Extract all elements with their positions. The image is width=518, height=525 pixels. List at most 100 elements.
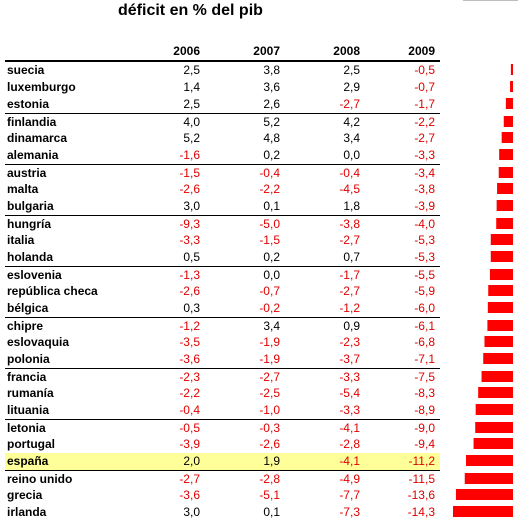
value-cell-2008: 0,0: [343, 148, 360, 162]
value-cell-2009: -2,2: [414, 115, 435, 129]
value-cell-2009: -11,2: [408, 454, 435, 468]
value-cell-2008: -2,7: [339, 233, 360, 247]
bar-españa: [466, 455, 513, 466]
table-row: república checa -2,6 -0,7 -2,7 -5,9: [5, 283, 440, 300]
value-cell-2007: 3,6: [263, 80, 280, 94]
value-cell-2009: -3,4: [414, 166, 435, 180]
country-label: alemania: [7, 148, 59, 162]
table-row: irlanda 3,0 0,1 -7,3 -14,3: [5, 504, 440, 521]
table-row: finlandia 4,0 5,2 4,2 -2,2: [5, 113, 440, 130]
value-cell-2007: -2,5: [259, 386, 280, 400]
value-cell-2007: 2,6: [263, 97, 280, 111]
value-cell-2008: 0,9: [343, 319, 360, 333]
country-label: bélgica: [7, 301, 49, 315]
table-row: portugal -3,9 -2,6 -2,8 -9,4: [5, 436, 440, 453]
country-label: reino unido: [7, 472, 73, 486]
value-cell-2006: -3,3: [179, 233, 200, 247]
bar-holanda: [490, 251, 513, 262]
country-label: estonia: [7, 97, 50, 111]
bar-bulgaria: [496, 200, 513, 211]
value-cell-2008: -5,4: [339, 386, 360, 400]
value-cell-2008: -3,7: [339, 352, 360, 366]
bar-suecia: [510, 64, 513, 75]
country-label: malta: [7, 182, 39, 196]
value-cell-2007: 0,1: [263, 199, 280, 213]
bar-reino unido: [464, 473, 513, 484]
value-cell-2009: -1,7: [414, 97, 435, 111]
column-header-2009: 2009: [408, 44, 435, 58]
value-cell-2009: -14,3: [407, 505, 435, 519]
value-cell-2006: 0,5: [183, 250, 200, 264]
value-cell-2007: -1,0: [259, 403, 280, 417]
header-divider: [5, 60, 440, 62]
country-label: austria: [7, 166, 47, 180]
value-cell-2009: -0,5: [414, 63, 435, 77]
value-cell-2007: -0,2: [259, 301, 280, 315]
country-label: chipre: [7, 319, 44, 333]
country-label: bulgaria: [7, 199, 54, 213]
value-cell-2006: -3,5: [179, 335, 200, 349]
value-cell-2007: -5,0: [259, 217, 280, 231]
value-cell-2006: -2,6: [179, 182, 200, 196]
value-cell-2008: -4,1: [339, 421, 360, 435]
country-label: letonia: [7, 421, 46, 435]
table-row: españa 2,0 1,9 -4,1 -11,2: [5, 453, 440, 470]
table-row: eslovaquia -3,5 -1,9 -2,3 -6,8: [5, 334, 440, 351]
country-label: lituania: [7, 403, 50, 417]
country-label: rumanía: [7, 386, 54, 400]
country-label: irlanda: [7, 505, 47, 519]
value-cell-2006: -1,3: [179, 268, 200, 282]
table-row: luxemburgo 1,4 3,6 2,9 -0,7: [5, 79, 440, 96]
value-cell-2009: -5,3: [414, 233, 435, 247]
table-row: italia -3,3 -1,5 -2,7 -5,3: [5, 232, 440, 249]
bar-grecia: [455, 489, 513, 500]
bar-dinamarca: [501, 132, 513, 143]
value-cell-2009: -6,1: [414, 319, 435, 333]
value-cell-2006: -3,9: [179, 437, 200, 451]
value-cell-2007: 0,0: [263, 268, 280, 282]
table-row: reino unido -2,7 -2,8 -4,9 -11,5: [5, 470, 440, 487]
value-cell-2007: -0,3: [259, 421, 280, 435]
table-row: alemania -1,6 0,2 0,0 -3,3: [5, 147, 440, 164]
value-cell-2006: 2,0: [183, 454, 200, 468]
table-row: letonia -0,5 -0,3 -4,1 -9,0: [5, 419, 440, 436]
value-cell-2006: -3,6: [179, 352, 200, 366]
value-cell-2008: 3,4: [343, 131, 360, 145]
top-rule: [463, 0, 518, 1]
value-cell-2007: 0,2: [263, 250, 280, 264]
value-cell-2008: 2,9: [343, 80, 360, 94]
value-cell-2006: -1,2: [179, 319, 200, 333]
country-label: dinamarca: [7, 131, 68, 145]
value-cell-2006: 0,3: [183, 301, 200, 315]
value-cell-2009: -7,1: [414, 352, 435, 366]
value-cell-2009: -5,9: [414, 284, 435, 298]
value-cell-2008: -2,7: [339, 284, 360, 298]
value-cell-2007: 0,2: [263, 148, 280, 162]
value-cell-2007: 3,8: [263, 63, 280, 77]
table-row: hungría -9,3 -5,0 -3,8 -4,0: [5, 215, 440, 232]
bar-chipre: [487, 320, 513, 331]
value-cell-2008: -1,2: [339, 301, 360, 315]
value-cell-2007: 0,1: [263, 505, 280, 519]
bar-italia: [490, 234, 513, 245]
value-cell-2009: -0,7: [414, 80, 435, 94]
value-cell-2009: -8,3: [414, 386, 435, 400]
value-cell-2009: -3,3: [414, 148, 435, 162]
bar-portugal: [473, 438, 513, 449]
bar-eslovenia: [489, 269, 513, 280]
country-label: finlandia: [7, 115, 57, 129]
bar-alemania: [499, 149, 513, 160]
value-cell-2006: -2,7: [179, 472, 200, 486]
value-cell-2008: -3,3: [339, 370, 360, 384]
country-label: suecia: [7, 63, 45, 77]
value-cell-2007: -2,6: [259, 437, 280, 451]
bar-austria: [498, 167, 513, 178]
value-cell-2008: 2,5: [343, 63, 360, 77]
country-label: portugal: [7, 437, 55, 451]
value-cell-2006: 3,0: [183, 505, 200, 519]
table-row: austria -1,5 -0,4 -0,4 -3,4: [5, 164, 440, 181]
table-row: rumanía -2,2 -2,5 -5,4 -8,3: [5, 385, 440, 402]
value-cell-2009: -7,5: [414, 370, 435, 384]
table-row: francia -2,3 -2,7 -3,3 -7,5: [5, 368, 440, 385]
value-cell-2009: -5,5: [414, 268, 435, 282]
